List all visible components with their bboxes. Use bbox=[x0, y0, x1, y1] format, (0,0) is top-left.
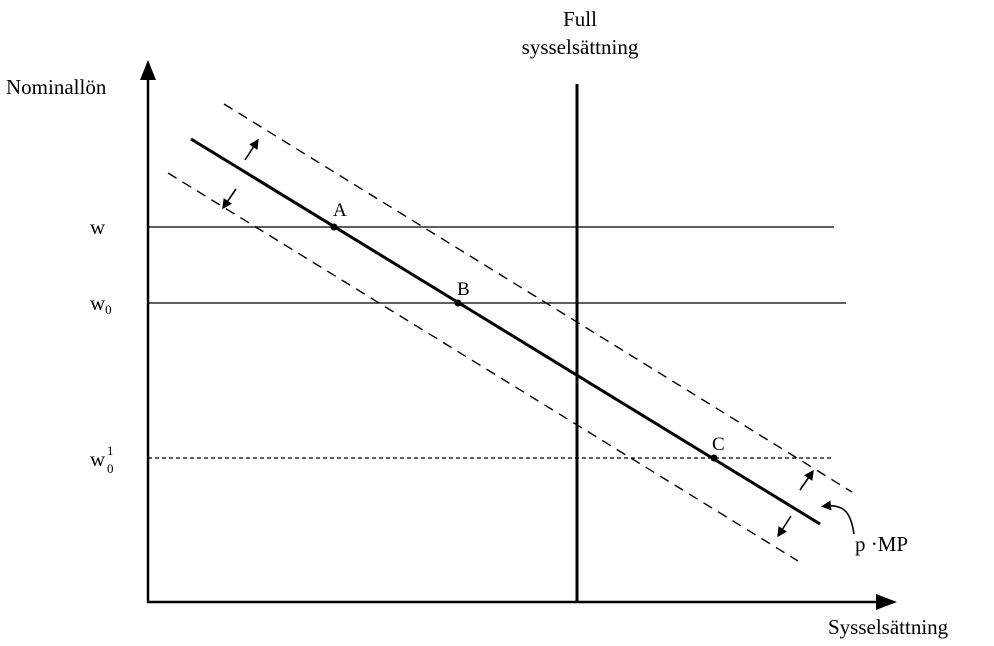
wage-label-w01-sup: 1 bbox=[107, 443, 114, 458]
point-c-dot bbox=[710, 454, 718, 462]
curve-label-pointer-icon bbox=[821, 500, 855, 535]
full-employment-label-line2: sysselsättning bbox=[522, 35, 639, 59]
point-b-label: B bbox=[457, 279, 470, 300]
pmp-curve bbox=[190, 137, 821, 526]
point-b-dot bbox=[454, 299, 462, 307]
x-axis-label: Sysselsättning bbox=[828, 615, 949, 639]
wage-label-w01-sub: 0 bbox=[107, 461, 114, 476]
wage-label-w: w bbox=[90, 215, 106, 239]
y-axis-label: Nominallön bbox=[6, 75, 107, 99]
shift-arrow-down-right-icon bbox=[777, 515, 792, 538]
point-c-label: C bbox=[712, 434, 725, 455]
shifted-curve-upper bbox=[223, 103, 853, 493]
point-a-label: A bbox=[333, 200, 347, 221]
curve-label: p ·MP bbox=[855, 532, 908, 556]
shifted-curve-lower bbox=[167, 172, 799, 562]
wage-label-w0: w0 bbox=[90, 291, 112, 317]
wage-label-w0-sub: 0 bbox=[105, 302, 112, 317]
full-employment-label-line1: Full bbox=[563, 7, 597, 31]
x-axis-arrow-icon bbox=[876, 594, 897, 610]
y-axis-arrow-icon bbox=[140, 60, 156, 80]
wage-label-w0-base: w bbox=[90, 291, 106, 315]
wage-label-w01-base: w bbox=[90, 447, 106, 471]
shift-arrow-up-right-icon bbox=[799, 469, 814, 491]
shift-arrow-down-left-icon bbox=[222, 188, 237, 210]
shift-arrow-up-left-icon bbox=[244, 138, 259, 161]
point-a-dot bbox=[330, 223, 338, 231]
